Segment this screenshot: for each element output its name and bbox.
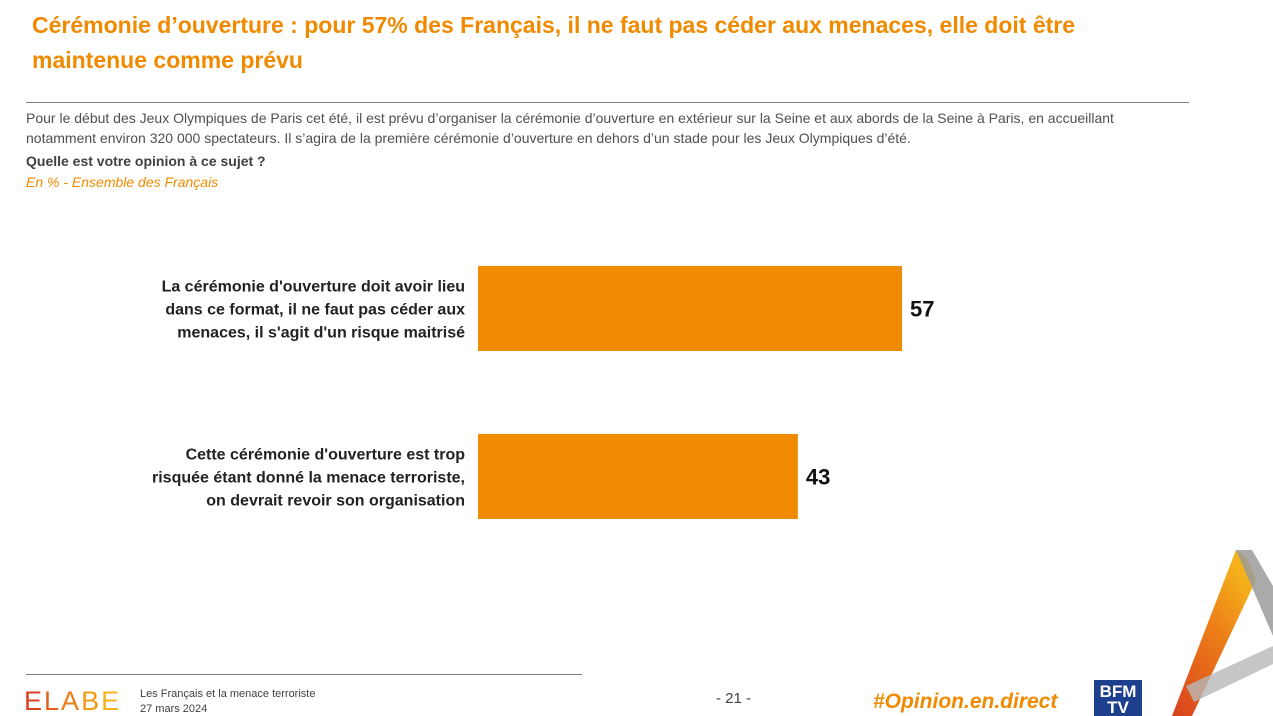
footer-divider [26, 674, 582, 675]
category-label: Cette cérémonie d'ouverture est trop [186, 447, 466, 464]
footer-date: 27 mars 2024 [140, 703, 208, 715]
elabe-logo: ELABE [24, 686, 121, 716]
category-label: La cérémonie d'ouverture doit avoir lieu [162, 279, 465, 296]
footer-study-title: Les Français et la menace terroriste [140, 688, 316, 700]
bfmtv-logo-line1: BFM [1099, 682, 1137, 701]
survey-intro: Pour le début des Jeux Olympiques de Par… [26, 110, 1114, 146]
orange-triangle-a-mark-icon [1172, 550, 1273, 716]
logo-letter: E [101, 686, 122, 716]
bar [478, 266, 902, 351]
bfmtv-logo-line2: TV [1107, 698, 1129, 716]
hashtag: #Opinion.en.direct [873, 690, 1058, 713]
category-label: on devrait revoir son organisation [206, 493, 465, 510]
page-title: Cérémonie d’ouverture : pour 57% des Fra… [32, 12, 1076, 73]
page-number: - 21 - [716, 690, 752, 707]
bar-value-label: 57 [910, 297, 934, 322]
title-divider [26, 102, 1189, 103]
logo-letter: L [44, 686, 62, 716]
logo-letter: B [81, 686, 102, 716]
survey-base: En % - Ensemble des Français [26, 174, 219, 190]
logo-letter: E [24, 686, 45, 716]
bar-value-label: 43 [806, 465, 830, 490]
bfmtv-logo: BFM TV [1094, 680, 1142, 716]
category-label: risquée étant donné la menace terroriste… [152, 470, 465, 487]
bar [478, 434, 798, 519]
survey-question: Quelle est votre opinion à ce sujet ? [26, 153, 266, 169]
category-label: dans ce format, il ne faut pas céder aux [165, 302, 465, 319]
category-label: menaces, il s'agit d'un risque maitrisé [177, 325, 465, 342]
logo-letter: A [61, 686, 82, 716]
